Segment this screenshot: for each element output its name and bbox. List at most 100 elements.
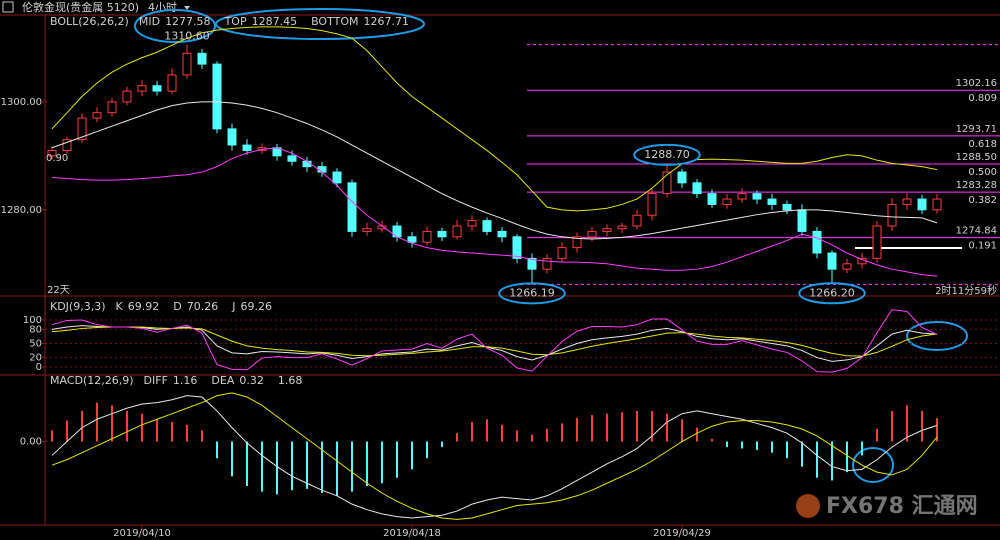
candle-body (812, 230, 822, 254)
price-annotation: 1266.19 (509, 286, 555, 299)
candle-body (602, 228, 612, 232)
legend-text: 70.26 (187, 300, 219, 313)
candle-body (902, 198, 912, 205)
candle-body (842, 263, 852, 270)
legend-text: 1287.45 (252, 15, 298, 28)
indicator-line (51, 325, 938, 362)
candle-body (62, 139, 72, 151)
highlight (852, 447, 894, 483)
candle-body (107, 101, 117, 114)
candle-body (182, 52, 192, 76)
indicator-line (51, 392, 938, 520)
legend-text: 1.16 (173, 374, 198, 387)
candle-body (707, 193, 717, 205)
candle-body (77, 117, 87, 141)
candle-body (752, 193, 762, 200)
legend-text: D (173, 300, 181, 313)
candle-body (242, 144, 252, 151)
candle-body (722, 198, 732, 205)
watermark: FX678 汇通网 (826, 494, 978, 519)
instrument[interactable]: 伦敦金现(贵金属 5120) (22, 0, 139, 14)
candle-body (122, 90, 132, 103)
legend-text: KDJ(9,3,3) (50, 300, 106, 313)
candle-body (617, 225, 627, 230)
legend-text: K (116, 300, 124, 313)
y-tick-label: 1280.00 (1, 205, 42, 216)
candle-body (437, 230, 447, 238)
y-tick-label: 20 (29, 353, 42, 364)
candle-body (827, 252, 837, 270)
legend-text: J (231, 300, 235, 313)
legend-text: BOTTOM (311, 15, 358, 28)
legend-text: BOLL(26,26,2) (50, 15, 129, 28)
candle-body (572, 236, 582, 249)
candle-body (452, 225, 462, 238)
candle-body (527, 257, 537, 270)
boll-line (51, 101, 938, 240)
candle-body (932, 198, 942, 211)
y-tick-label: 0 (36, 362, 42, 373)
candle-body (152, 85, 162, 92)
legend-text: MID (139, 15, 160, 28)
indicator-line (51, 326, 938, 357)
candle-body (92, 112, 102, 119)
fib-price-label: 1283.28 (956, 180, 997, 191)
fib-ratio-label: 0.618 (968, 139, 997, 150)
candle-body (647, 193, 657, 216)
candle-body (557, 247, 567, 259)
legend-text: 1277.58 (165, 15, 211, 28)
legend-text: 69.92 (128, 300, 160, 313)
menu-icon[interactable] (2, 1, 14, 13)
candle-body (692, 182, 702, 195)
legend-text: DIFF (144, 374, 168, 387)
countdown: 2时11分59秒 (935, 284, 997, 297)
candle-body (542, 257, 552, 270)
legend-text: 0.32 (239, 374, 264, 387)
legend-text: 69.26 (240, 300, 272, 313)
price-annotation: 1266.20 (809, 286, 855, 299)
candle-body (347, 182, 357, 232)
candle-body (872, 225, 882, 259)
fib-price-label: 1302.16 (956, 78, 997, 89)
candle-body (422, 230, 432, 243)
candle-body (662, 171, 672, 195)
fib-price-label: 1293.71 (956, 124, 997, 135)
candle-body (737, 193, 747, 200)
legend-text: 1267.71 (363, 15, 409, 28)
legend-text: TOP (224, 15, 247, 28)
candle-body (482, 220, 492, 232)
y-tick-label: 1300.00 (1, 97, 42, 108)
candle-body (887, 203, 897, 227)
highlight (798, 282, 866, 305)
boll-line (51, 26, 938, 212)
x-tick-label: 2019/04/10 (113, 528, 171, 539)
candle-body (212, 63, 222, 130)
indicator-line (51, 309, 938, 373)
y-tick-label: 80 (29, 324, 42, 335)
indicator-line (51, 395, 938, 519)
highlight (134, 9, 216, 43)
candle-body (797, 209, 807, 232)
candle-body (362, 228, 372, 232)
candle-body (302, 160, 312, 168)
candle-body (137, 85, 147, 92)
legend-text: 1.68 (278, 374, 303, 387)
bar-count: 22天 (47, 285, 70, 296)
candle-body (767, 198, 777, 205)
candle-body (287, 155, 297, 162)
fib-ratio-label: 0.382 (968, 195, 997, 206)
fib-ratio-label: 0.500 (968, 167, 997, 178)
y-tick-label: 100 (23, 315, 42, 326)
dropdown-arrow[interactable] (184, 6, 190, 10)
price-annotation: 1288.70 (644, 148, 690, 161)
highlight (906, 321, 968, 351)
candle-body (47, 149, 57, 157)
candle-body (332, 171, 342, 184)
fib-ratio-label: 0.809 (968, 93, 997, 104)
x-tick-label: 2019/04/29 (653, 528, 711, 539)
side-label: 0.90 (46, 153, 68, 164)
logo-icon (796, 494, 820, 518)
